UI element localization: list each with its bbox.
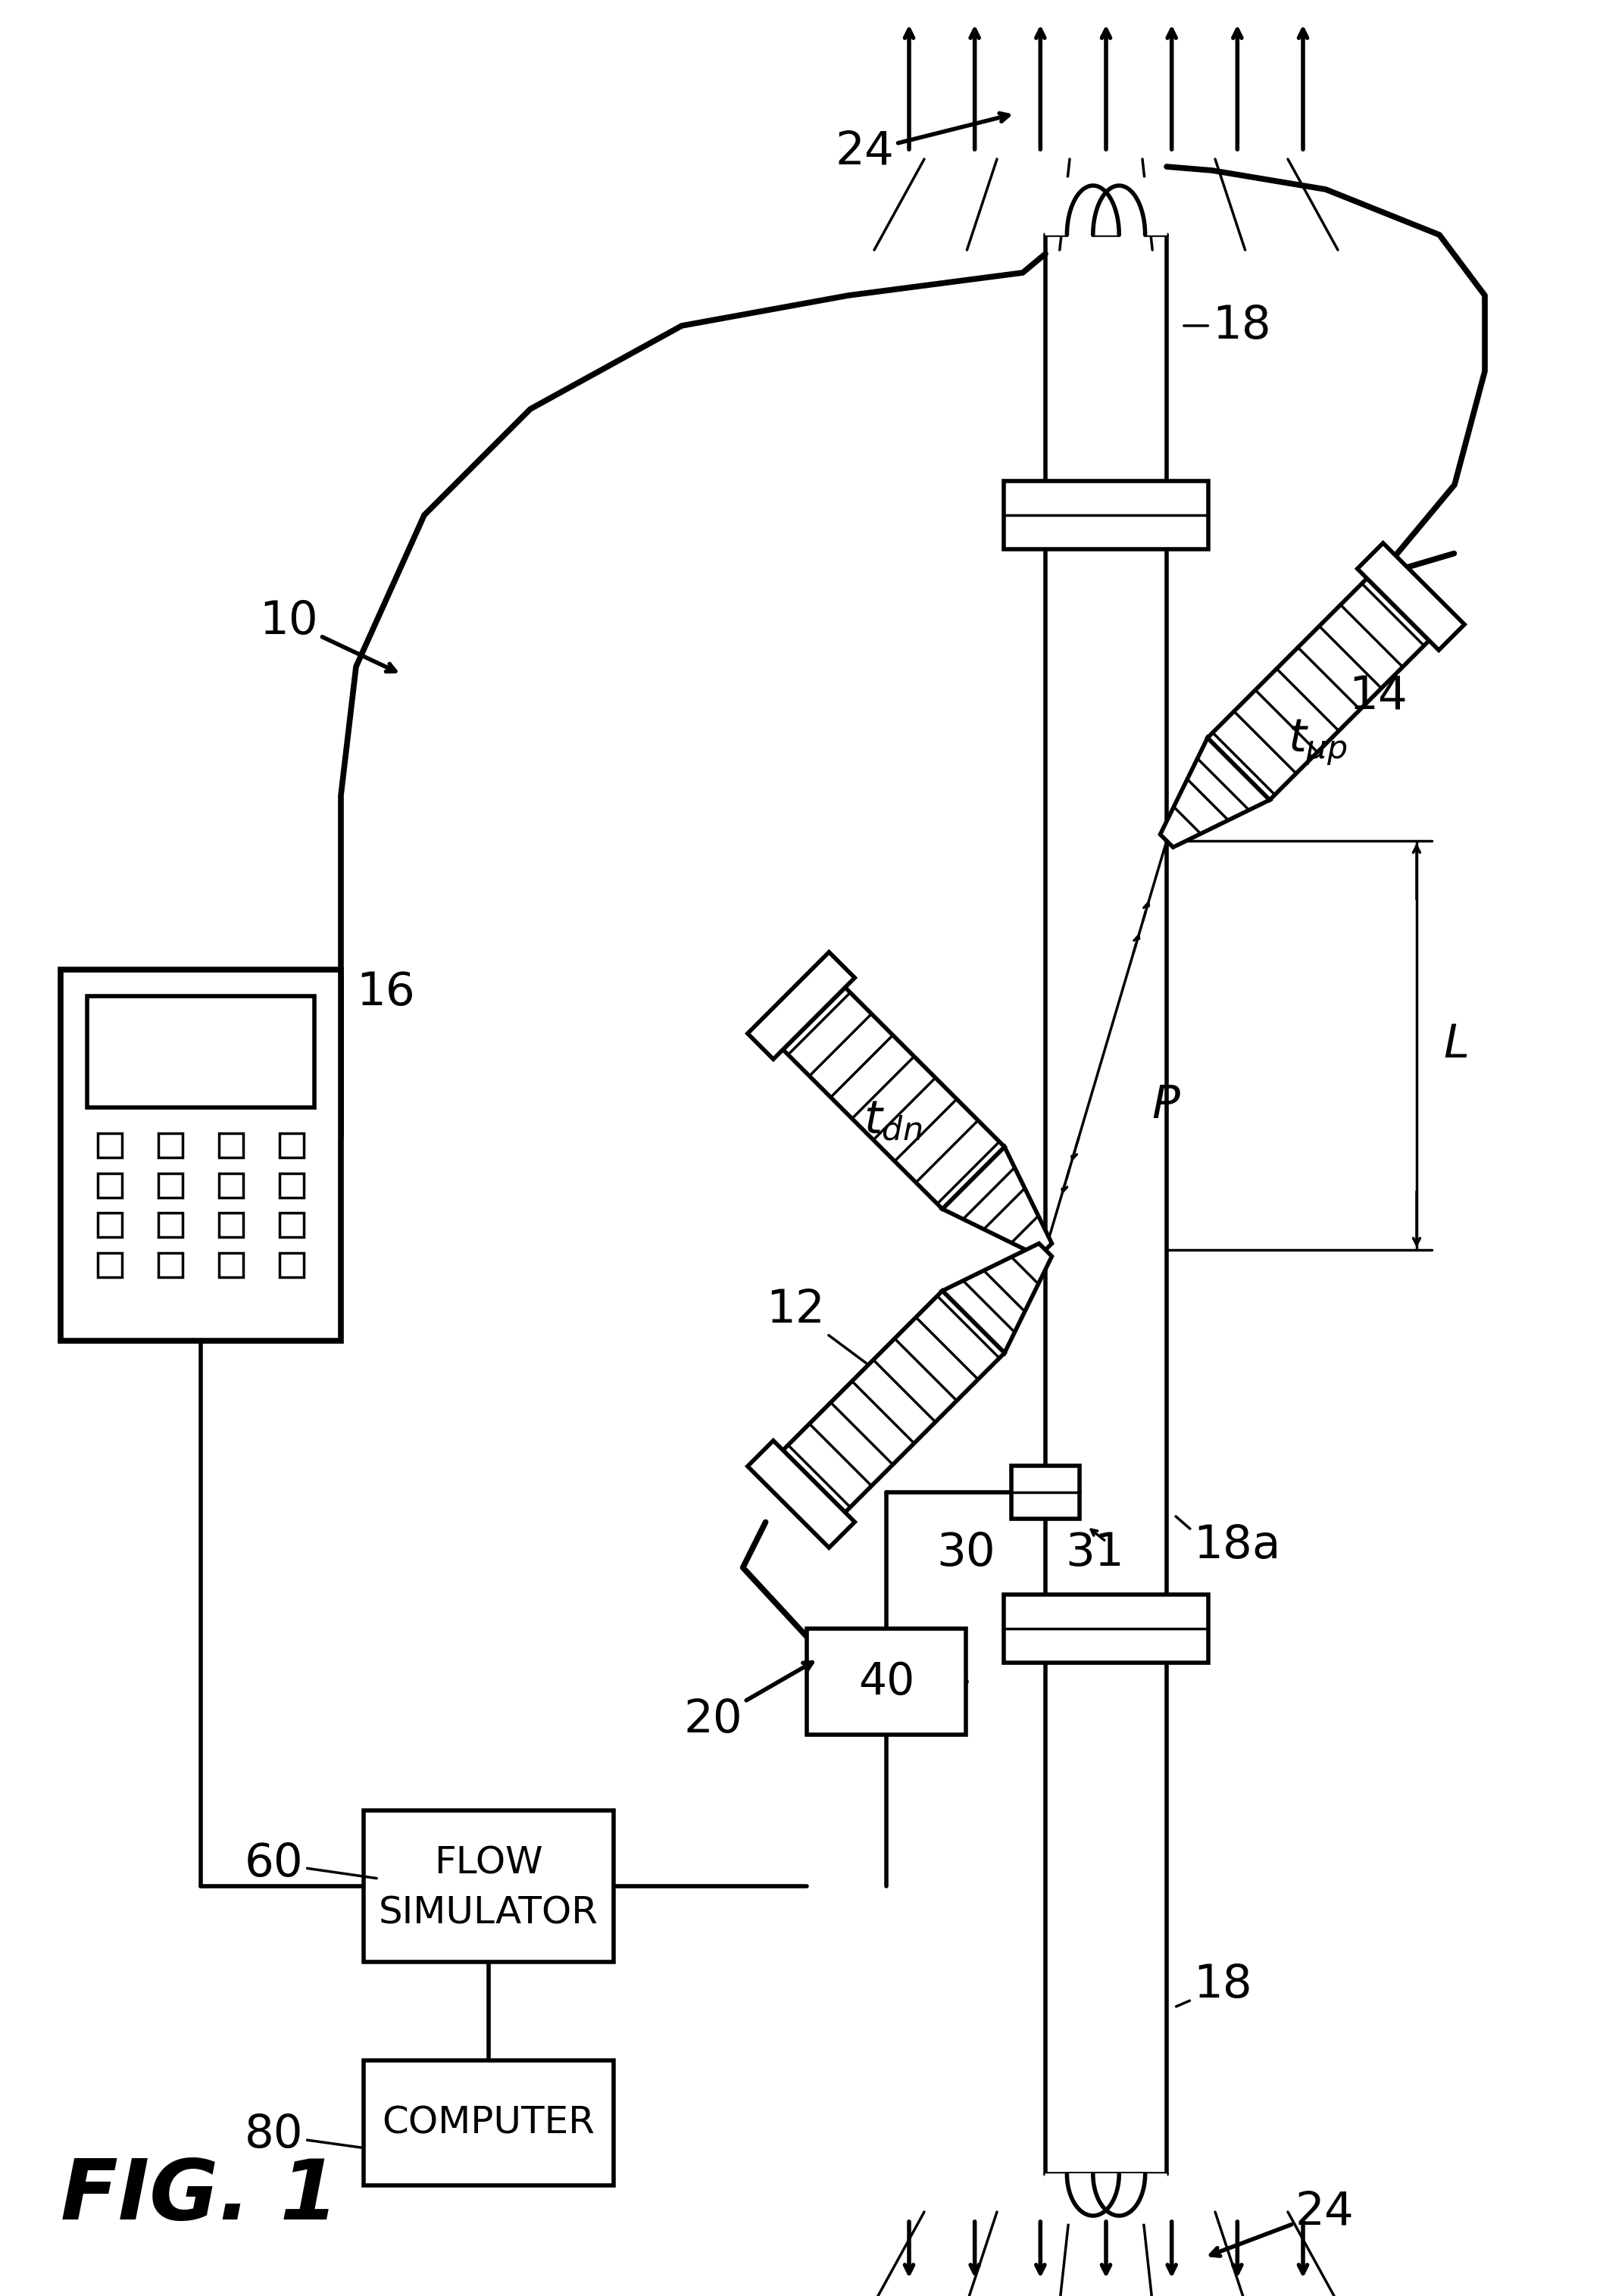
Bar	[279, 1173, 305, 1199]
Text: SIMULATOR: SIMULATOR	[378, 1894, 598, 1931]
Text: 24: 24	[1210, 2190, 1355, 2257]
Text: 80: 80	[244, 2112, 362, 2158]
Text: FIG. 1: FIG. 1	[61, 2156, 338, 2236]
Bar	[279, 1212, 305, 1238]
Bar	[159, 1173, 183, 1199]
Bar	[364, 1812, 614, 1963]
Bar	[1003, 482, 1209, 549]
Text: COMPUTER: COMPUTER	[382, 2105, 595, 2142]
Polygon shape	[943, 1146, 1052, 1256]
Text: 14: 14	[1348, 675, 1407, 719]
Polygon shape	[1161, 737, 1270, 847]
Text: $t_{dn}$: $t_{dn}$	[864, 1100, 922, 1143]
Bar	[220, 1254, 244, 1277]
Bar	[279, 1254, 305, 1277]
Text: 40: 40	[858, 1660, 914, 1704]
Text: 60: 60	[244, 1841, 377, 1885]
Text: 12: 12	[766, 1288, 902, 1389]
Text: P: P	[1151, 1084, 1180, 1127]
Bar	[1003, 1593, 1209, 1662]
Bar	[364, 2060, 614, 2186]
Polygon shape	[747, 1440, 854, 1548]
Bar	[98, 1212, 122, 1238]
Bar	[806, 1628, 967, 1736]
Text: 18: 18	[1185, 303, 1271, 349]
Bar	[87, 996, 314, 1107]
Text: FLOW: FLOW	[434, 1846, 543, 1883]
Bar	[98, 1173, 122, 1199]
Bar	[220, 1173, 244, 1199]
Text: 16: 16	[356, 969, 415, 1015]
Bar	[61, 969, 341, 1341]
Polygon shape	[1045, 179, 1167, 234]
Polygon shape	[747, 953, 854, 1058]
Bar	[220, 1134, 244, 1157]
Polygon shape	[782, 987, 1005, 1210]
Bar	[159, 1254, 183, 1277]
Bar	[1011, 1465, 1079, 1518]
Bar	[159, 1134, 183, 1157]
Text: $\mathregular{18a}$: $\mathregular{18a}$	[1193, 1522, 1278, 1568]
Bar	[220, 1212, 244, 1238]
Polygon shape	[1207, 579, 1430, 799]
Bar	[98, 1254, 122, 1277]
Text: 31: 31	[1066, 1531, 1124, 1575]
Bar	[279, 1134, 305, 1157]
Text: 18: 18	[1193, 1963, 1252, 2007]
Text: 30: 30	[936, 1531, 995, 1575]
Polygon shape	[1045, 2174, 1167, 2223]
Text: 20: 20	[683, 1662, 813, 1743]
Polygon shape	[782, 1290, 1005, 1513]
Polygon shape	[1358, 544, 1465, 650]
Text: L: L	[1443, 1024, 1468, 1068]
Bar	[159, 1212, 183, 1238]
Bar	[98, 1134, 122, 1157]
Polygon shape	[943, 1244, 1052, 1352]
Text: 24: 24	[835, 113, 1008, 174]
Text: 10: 10	[260, 599, 396, 670]
Text: $t_{\mu p}$: $t_{\mu p}$	[1287, 716, 1347, 767]
